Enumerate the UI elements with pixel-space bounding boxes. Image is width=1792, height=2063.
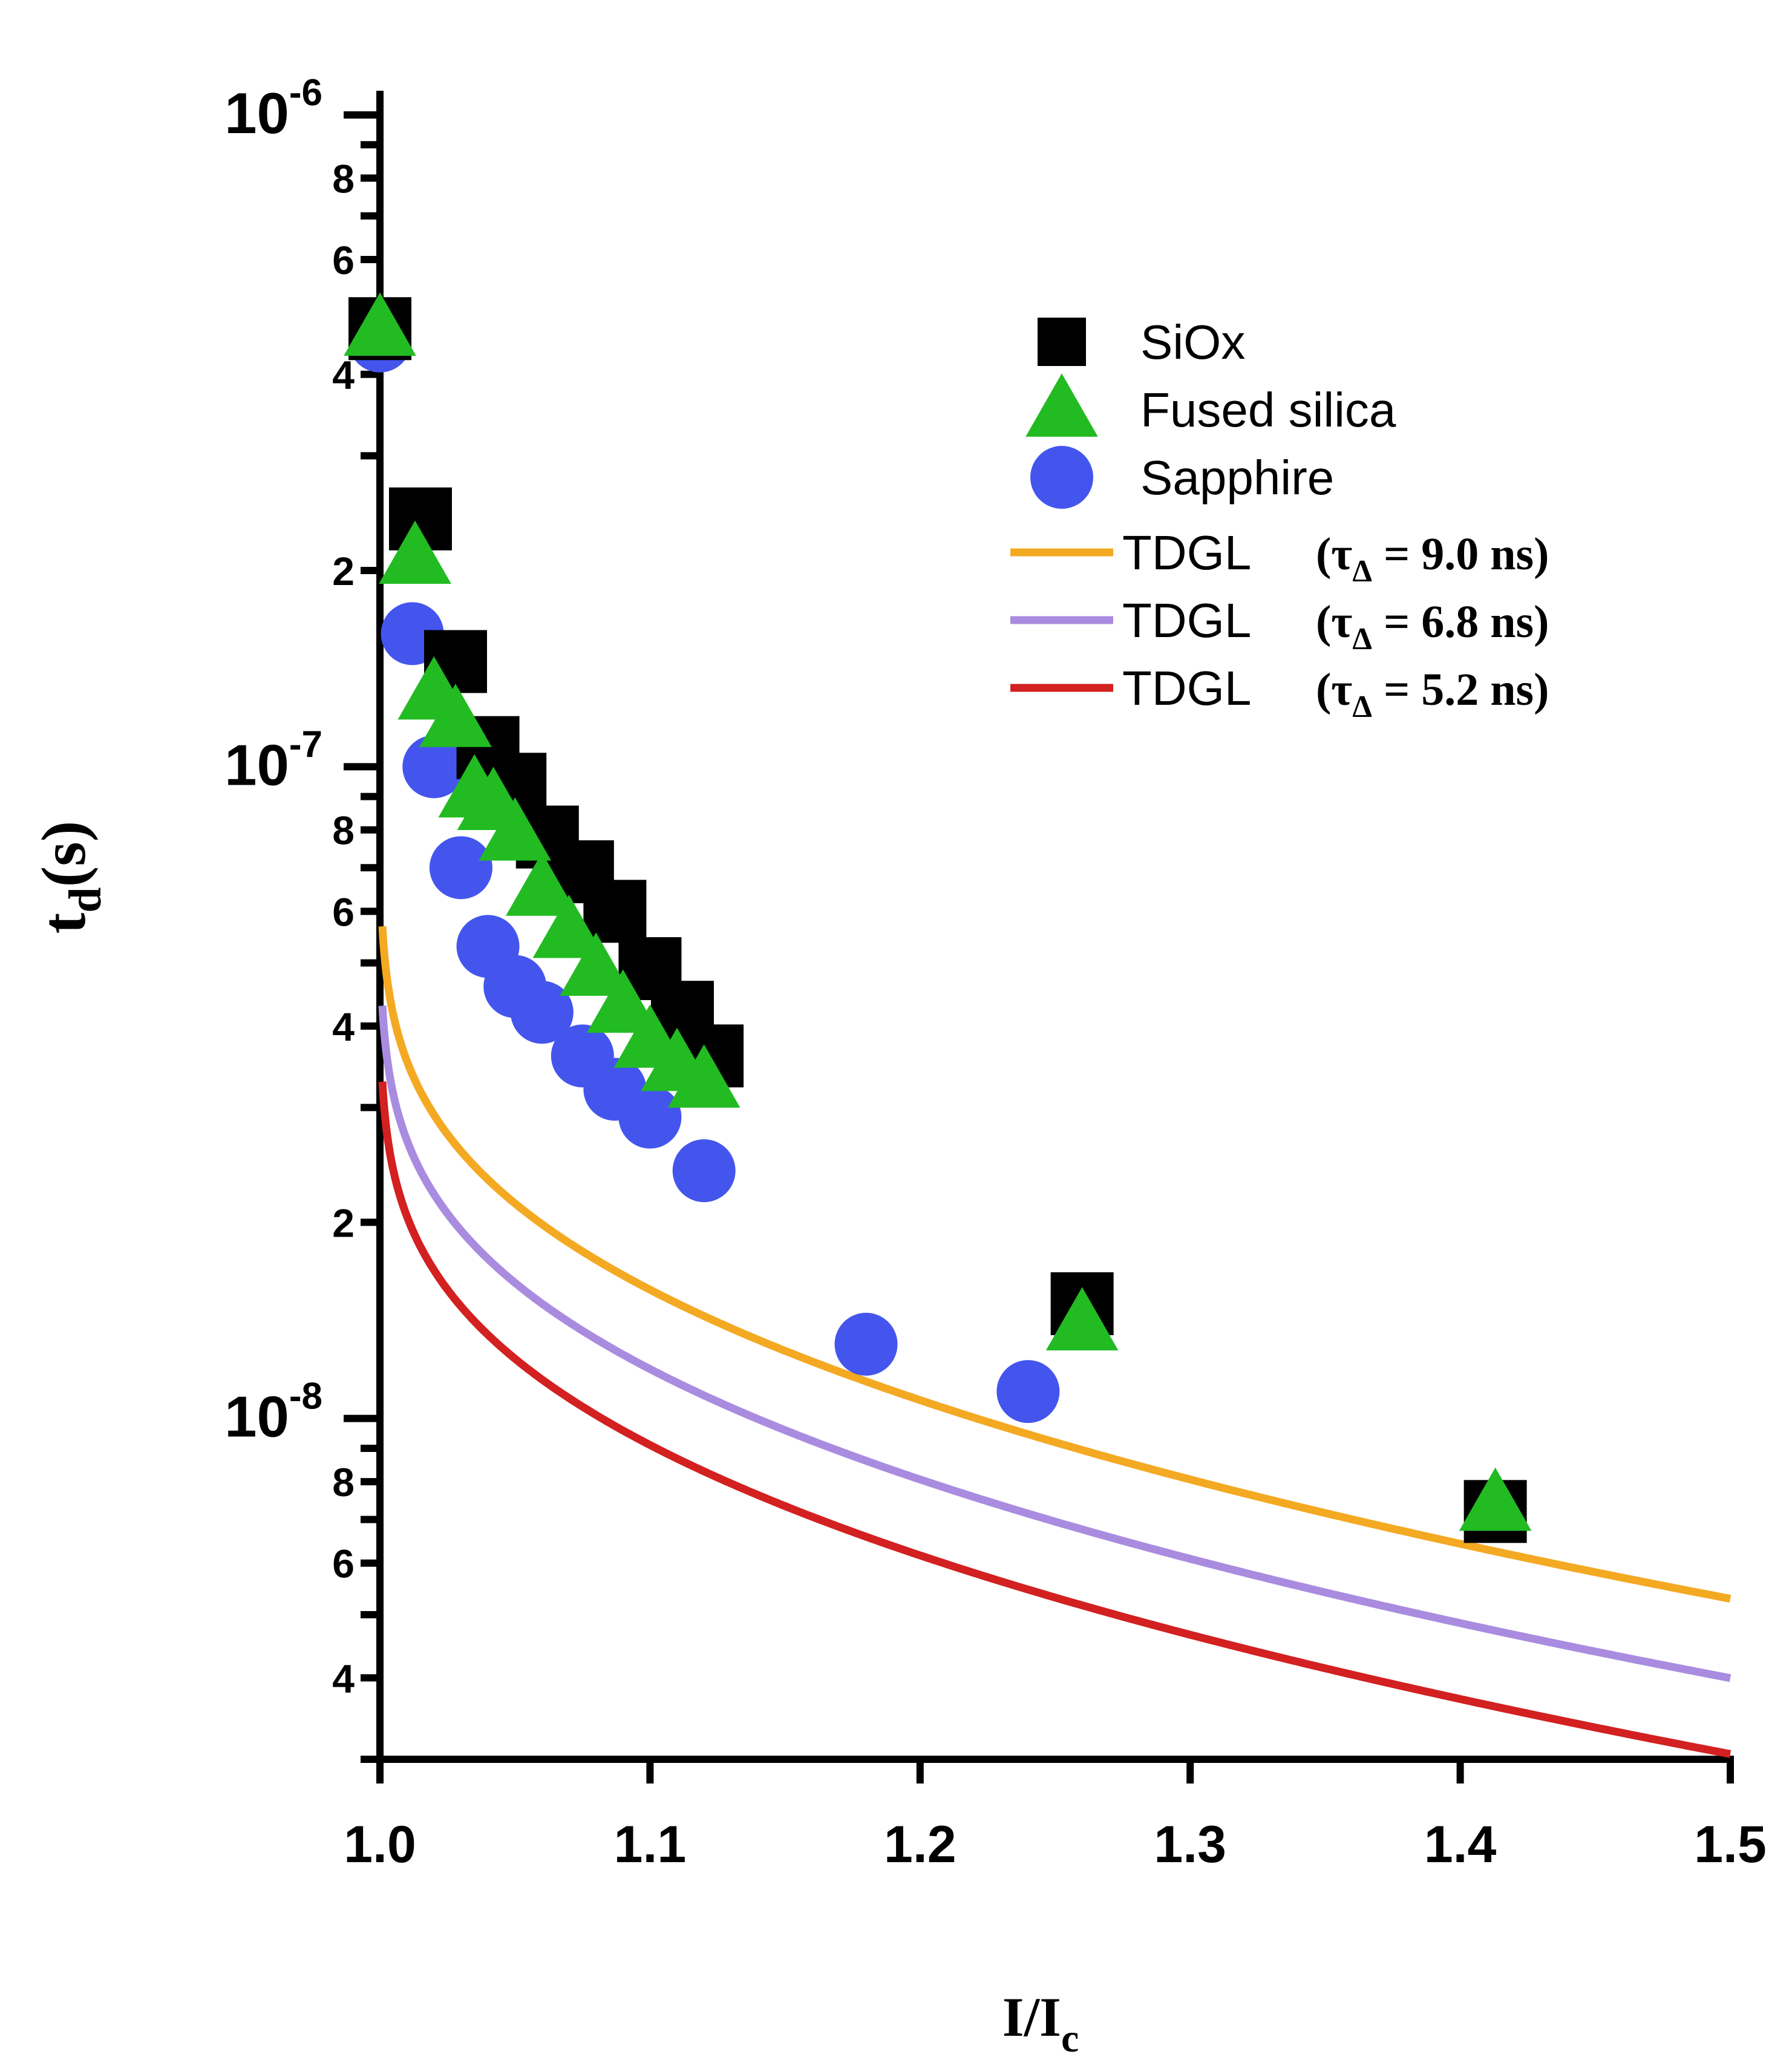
fused-silica-point [419,684,492,747]
legend-marker [1030,446,1093,509]
x-tick-label: 1.3 [1154,1816,1226,1874]
tdgl-curve [378,924,1732,1603]
x-tick-label: 1.1 [614,1816,687,1874]
x-tick-label: 1.4 [1424,1816,1497,1874]
fused-silica-point [344,292,416,356]
fused-silica-point [667,1044,741,1108]
fused-silica-point [506,852,578,916]
fused-silica-point [379,520,451,584]
siox-point [583,880,647,943]
sapphire-point [618,1085,682,1149]
fused-silica-point [532,894,606,958]
x-axis-title: I/Ic [1002,1986,1079,2061]
legend-label: Sapphire [1140,451,1334,505]
x-tick-label: 1.0 [344,1816,416,1874]
y-minor-label: 6 [332,889,355,934]
tdgl-curve [378,1079,1732,1758]
y-minor-label: 2 [332,549,355,593]
fused-silica-point [1459,1467,1532,1531]
sapphire-point [510,981,574,1044]
y-axis-title: td(s) [29,821,111,934]
x-tick-label: 1.5 [1694,1816,1767,1874]
fused-silica-point [586,969,659,1033]
data-markers [344,292,1532,1543]
y-minor-label: 4 [332,1656,355,1701]
y-decade-label: 10-8 [224,1376,322,1450]
y-decade-label: 10-7 [224,724,322,797]
legend-label: Fused silica [1140,383,1396,437]
legend-marker [1025,373,1098,437]
legend-label: SiOx [1140,315,1245,369]
tdgl-curves [378,924,1732,1758]
y-minor-label: 4 [332,353,355,397]
axes [344,91,1734,1783]
legend-tau-label: (τΔ = 9.0 ns) [1316,529,1549,589]
y-minor-label: 4 [332,1004,355,1049]
fused-silica-point [479,797,551,861]
fused-silica-point [1045,1287,1119,1351]
y-minor-label: 8 [332,808,355,853]
tick-labels: 1.0 1.1 1.2 1.3 1.4 1.510-610-710-88642864286… [224,72,1767,1874]
sapphire-point [834,1312,898,1376]
y-minor-label: 8 [332,156,355,201]
sapphire-point [996,1360,1060,1424]
sapphire-point [672,1139,736,1203]
sapphire-point [429,836,492,900]
legend-label: TDGL [1122,526,1251,580]
x-tick-label: 1.2 [884,1816,956,1874]
y-minor-label: 8 [332,1460,355,1505]
legend-tau-label: (τΔ = 5.2 ns) [1316,664,1549,724]
y-minor-label: 2 [332,1200,355,1245]
y-minor-label: 6 [332,238,355,283]
legend-label: TDGL [1122,661,1251,715]
y-minor-label: 6 [332,1542,355,1586]
y-decade-label: 10-6 [224,72,322,146]
fused-silica-point [560,932,632,996]
sapphire-point [402,735,466,799]
tdgl-curve [378,1003,1732,1682]
legend-label: TDGL [1122,593,1251,647]
legend-marker [1038,318,1086,366]
legend-tau-label: (τΔ = 6.8 ns) [1316,597,1549,656]
legend: SiOx Fused silica Sapphire TDGL (τΔ = 9.0 ns… [1010,315,1549,724]
